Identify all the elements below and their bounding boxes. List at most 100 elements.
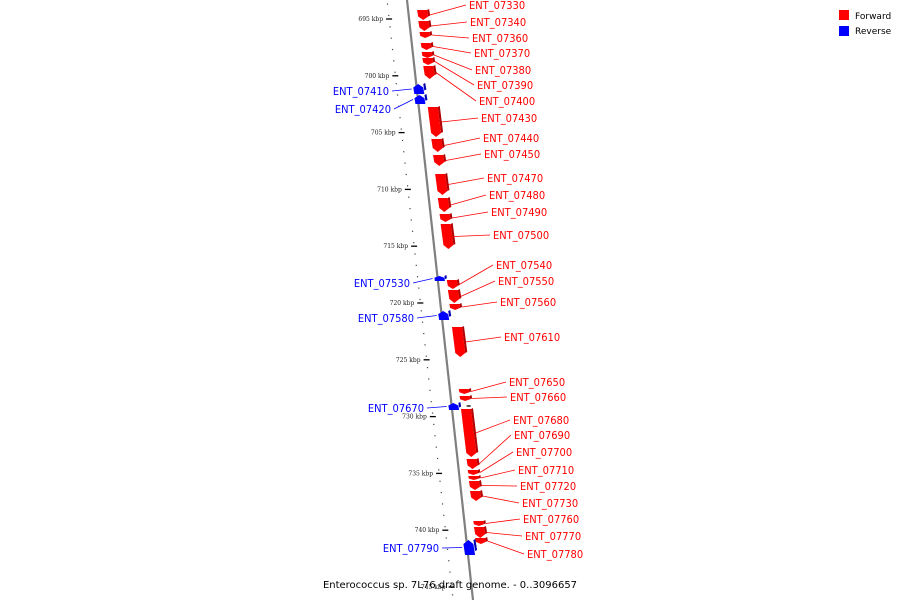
gene-ent_07780[interactable] <box>475 537 488 544</box>
gene-arrow[interactable] <box>435 174 448 195</box>
gene-label[interactable]: ENT_07450 <box>484 148 540 161</box>
gene-label[interactable]: ENT_07550 <box>498 275 554 288</box>
gene-arrow[interactable] <box>431 139 443 152</box>
gene-ent_07540[interactable] <box>446 279 460 289</box>
gene-ent_07530[interactable] <box>434 275 447 281</box>
gene-ent_07690[interactable] <box>466 458 480 469</box>
gene-ent_07420[interactable] <box>414 94 428 104</box>
gene-label[interactable]: ENT_07420 <box>335 103 391 116</box>
gene-label[interactable]: ENT_07650 <box>509 376 565 389</box>
gene-arrow[interactable] <box>447 290 460 303</box>
gene-ent_07410[interactable] <box>413 83 427 94</box>
gene-arrow[interactable] <box>439 214 451 222</box>
gene-arrow[interactable] <box>417 10 429 20</box>
gene-arrow[interactable] <box>423 66 435 79</box>
gene-arrow[interactable] <box>473 527 486 538</box>
gene-ent_07650[interactable] <box>458 388 472 394</box>
gene-ent_07550[interactable] <box>447 289 462 303</box>
gene-arrow[interactable] <box>414 95 426 104</box>
gene-label[interactable]: ENT_07790 <box>383 542 439 555</box>
gene-arrow[interactable] <box>468 481 480 490</box>
gene-label[interactable]: ENT_07710 <box>518 464 574 477</box>
gene-ent_07560[interactable] <box>449 303 463 310</box>
gene-arrow[interactable] <box>451 327 466 357</box>
gene-label[interactable]: ENT_07760 <box>523 513 579 526</box>
gene-ent_07490[interactable] <box>439 213 453 222</box>
gene-ent_07430[interactable] <box>427 106 444 137</box>
gene-arrow[interactable] <box>434 276 445 281</box>
gene-arrow[interactable] <box>419 32 431 38</box>
gene-label[interactable]: ENT_07560 <box>500 296 556 309</box>
gene-ent_07450[interactable] <box>433 154 447 166</box>
gene-arrow[interactable] <box>475 538 486 544</box>
gene-ent_07370[interactable] <box>420 42 434 50</box>
gene-label[interactable]: ENT_07400 <box>479 95 535 108</box>
gene-label[interactable]: ENT_07610 <box>504 331 560 344</box>
gene-label[interactable]: ENT_07660 <box>510 391 566 404</box>
gene-arrow[interactable] <box>460 409 477 457</box>
gene-ent_07760[interactable] <box>473 520 486 526</box>
gene-arrow[interactable] <box>427 107 442 137</box>
gene-arrow[interactable] <box>413 84 425 94</box>
gene-label[interactable]: ENT_07700 <box>516 446 572 459</box>
gene-arrow[interactable] <box>446 280 458 289</box>
gene-label[interactable]: ENT_07370 <box>474 47 530 60</box>
gene-ent_07670[interactable] <box>448 402 462 410</box>
gene-label[interactable]: ENT_07380 <box>475 64 531 77</box>
gene-label[interactable]: ENT_07500 <box>493 229 549 242</box>
gene-ent_07440[interactable] <box>431 138 445 152</box>
gene-arrow[interactable] <box>422 58 434 65</box>
gene-label[interactable]: ENT_07360 <box>472 32 528 45</box>
gene-label[interactable]: ENT_07540 <box>496 259 552 272</box>
gene-ent_07680[interactable] <box>460 408 479 457</box>
gene-arrow[interactable] <box>449 304 461 310</box>
gene-ent_07580[interactable] <box>438 310 452 320</box>
gene-ent_07400[interactable] <box>423 65 437 79</box>
gene-ent_07710[interactable] <box>468 475 481 480</box>
gene-ent_07790[interactable] <box>463 539 478 555</box>
gene-arrow[interactable] <box>466 459 478 469</box>
gene-arrow[interactable] <box>473 521 484 526</box>
gene-ent_07500[interactable] <box>440 223 456 249</box>
gene-label[interactable]: ENT_07780 <box>527 548 583 561</box>
gene-label[interactable]: ENT_07330 <box>469 0 525 12</box>
gene-label[interactable]: ENT_07770 <box>525 530 581 543</box>
gene-label[interactable]: ENT_07580 <box>358 312 414 325</box>
gene-arrow[interactable] <box>470 491 482 501</box>
gene-arrow[interactable] <box>418 21 430 31</box>
gene-arrow[interactable] <box>458 389 470 394</box>
gene-ent_07380[interactable] <box>421 51 435 58</box>
gene-label[interactable]: ENT_07490 <box>491 206 547 219</box>
gene-arrow[interactable] <box>448 403 460 410</box>
gene-arrow[interactable] <box>421 52 433 58</box>
gene-ent_07340[interactable] <box>418 20 432 31</box>
gene-ent_07360[interactable] <box>419 31 433 38</box>
gene-arrow[interactable] <box>467 470 479 475</box>
gene-label[interactable]: ENT_07390 <box>477 79 533 92</box>
gene-ent_07720[interactable] <box>468 480 482 490</box>
gene-label[interactable]: ENT_07410 <box>333 85 389 98</box>
gene-label[interactable]: ENT_07730 <box>522 497 578 510</box>
gene-label[interactable]: ENT_07530 <box>354 277 410 290</box>
gene-label[interactable]: ENT_07430 <box>481 112 537 125</box>
gene-ent_07470[interactable] <box>435 173 450 195</box>
gene-label[interactable]: ENT_07720 <box>520 480 576 493</box>
gene-label[interactable]: ENT_07680 <box>513 414 569 427</box>
gene-arrow[interactable] <box>440 224 454 249</box>
gene-arrow[interactable] <box>438 311 450 320</box>
gene-arrow[interactable] <box>459 396 471 401</box>
gene-label[interactable]: ENT_07440 <box>483 132 539 145</box>
gene-ent_07610[interactable] <box>451 326 468 357</box>
gene-ent_07770[interactable] <box>473 526 488 538</box>
gene-ent_07390[interactable] <box>422 57 436 65</box>
gene-arrow[interactable] <box>463 540 476 555</box>
gene-label[interactable]: ENT_07690 <box>514 429 570 442</box>
gene-ent_07330[interactable] <box>417 9 431 20</box>
gene-label[interactable]: ENT_07480 <box>489 189 545 202</box>
gene-ent_07480[interactable] <box>437 197 452 212</box>
gene-ent_07660[interactable] <box>459 395 473 401</box>
gene-arrow[interactable] <box>437 198 450 212</box>
gene-ent_07700[interactable] <box>467 469 481 475</box>
gene-arrow[interactable] <box>468 476 479 480</box>
gene-label[interactable]: ENT_07470 <box>487 172 543 185</box>
